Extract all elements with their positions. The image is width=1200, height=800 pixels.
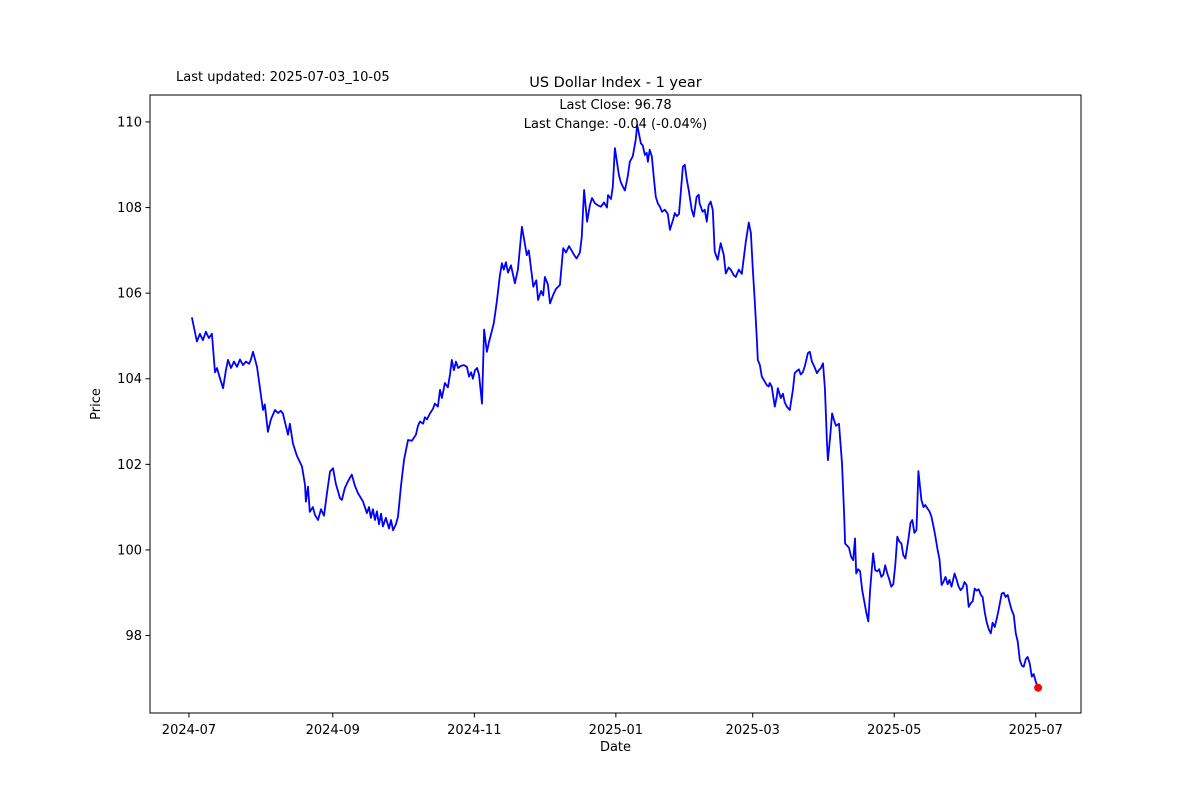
y-axis-tick-label: 106 — [117, 287, 142, 302]
price-line-series — [191, 124, 1039, 689]
x-axis-tick-label: 2024-11 — [447, 723, 501, 738]
x-axis-tick-label: 2024-07 — [162, 723, 216, 738]
x-axis-tick-label: 2025-07 — [1009, 723, 1063, 738]
last-change-text: Last Change: -0.04 (-0.04%) — [524, 117, 707, 132]
plot-layer: 2024-07 2024-09 2024-11 2025-01 2025-03 2025-… — [117, 115, 1063, 738]
last-close-text: Last Close: 96.78 — [559, 98, 671, 113]
y-axis-tick-label: 100 — [117, 543, 142, 558]
chart-title: US Dollar Index - 1 year — [529, 75, 702, 91]
x-axis-tick-label: 2025-01 — [589, 723, 643, 738]
x-axis-tick-label: 2025-05 — [867, 723, 921, 738]
x-axis-label: Date — [600, 740, 631, 755]
last-price-marker — [1034, 683, 1043, 692]
y-axis-label: Price — [89, 388, 104, 420]
y-axis-tick-label: 110 — [117, 115, 142, 130]
last-updated-text: Last updated: 2025-07-03_10-05 — [176, 70, 390, 85]
y-axis-tick-label: 102 — [117, 458, 142, 473]
y-axis-tick-label: 98 — [125, 629, 142, 644]
y-axis-tick-label: 108 — [117, 201, 142, 216]
x-axis-tick-label: 2025-03 — [726, 723, 780, 738]
y-axis-tick-label: 104 — [117, 372, 142, 387]
x-axis-tick-label: 2024-09 — [306, 723, 360, 738]
